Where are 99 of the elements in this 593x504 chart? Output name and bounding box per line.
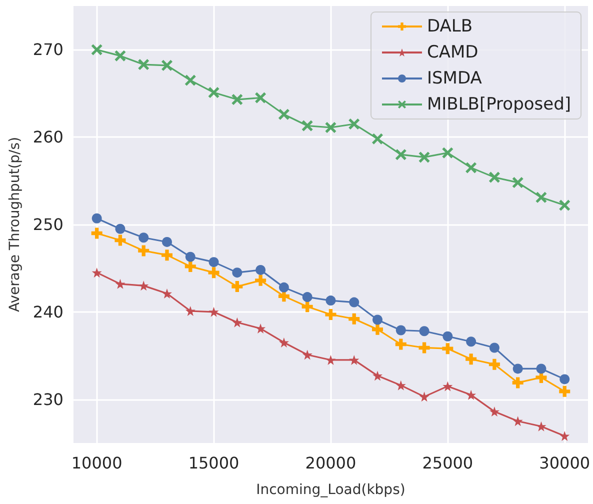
point [536, 421, 546, 432]
point [115, 224, 126, 234]
point [91, 44, 102, 56]
legend-label: MIBLB[Proposed] [426, 94, 572, 114]
point [442, 147, 454, 158]
point [184, 260, 196, 272]
point [395, 338, 406, 350]
point [232, 268, 242, 278]
point [536, 372, 547, 383]
point [302, 292, 312, 302]
point [208, 257, 219, 268]
point [348, 118, 360, 130]
point [185, 306, 196, 316]
point [512, 177, 524, 188]
point [115, 278, 126, 289]
point [372, 133, 383, 144]
point [489, 342, 500, 353]
point [255, 92, 266, 104]
point [185, 252, 196, 262]
point [325, 309, 336, 320]
point [442, 381, 453, 392]
x-tick-label: 10000 [71, 454, 122, 472]
point [92, 213, 102, 224]
point [489, 406, 500, 417]
point [256, 324, 266, 334]
point [349, 354, 360, 365]
point [114, 50, 126, 62]
x-tick-label: 25000 [422, 454, 474, 472]
point [466, 336, 476, 347]
point [536, 364, 546, 374]
point [372, 370, 382, 381]
point [396, 325, 406, 336]
point [372, 314, 382, 325]
point [208, 267, 220, 278]
point [512, 416, 523, 426]
legend-label: ISMDA [426, 68, 482, 88]
point [114, 234, 126, 246]
point [278, 282, 289, 292]
point [162, 236, 172, 247]
point [466, 354, 477, 365]
point [302, 301, 313, 312]
x-tick-label: 20000 [305, 454, 356, 472]
point [278, 337, 289, 348]
point [138, 232, 149, 243]
y-tick-label: 260 [32, 128, 64, 147]
point [232, 317, 242, 328]
point [560, 374, 570, 384]
y-tick-label: 240 [32, 302, 64, 322]
y-tick-label: 230 [32, 390, 64, 409]
point [466, 162, 477, 174]
point [326, 296, 336, 306]
y-tick-label: 250 [32, 215, 64, 234]
y-axis-title: Average Throughput(p/s) [7, 136, 23, 312]
point [372, 324, 383, 335]
point [138, 280, 149, 291]
point [325, 122, 336, 133]
point [512, 364, 523, 374]
point [512, 377, 524, 388]
x-tick-label: 30000 [539, 454, 590, 472]
point [92, 268, 102, 278]
point [302, 120, 313, 132]
x-axis-title: Incoming_Load(kbps) [256, 482, 406, 498]
point [559, 386, 570, 397]
point [442, 331, 453, 342]
point [442, 343, 454, 354]
point [488, 172, 500, 183]
point [418, 152, 430, 163]
point [232, 281, 243, 292]
point [419, 392, 430, 402]
point [536, 192, 547, 203]
point [302, 350, 312, 360]
point [208, 306, 219, 317]
point [138, 245, 150, 256]
point [488, 358, 500, 370]
point [161, 60, 172, 71]
point [349, 297, 360, 308]
point [162, 288, 172, 299]
point [91, 228, 102, 239]
point [255, 274, 266, 286]
point [395, 149, 406, 160]
point [278, 108, 290, 120]
point [256, 264, 266, 275]
x-tick-label: 15000 [188, 454, 240, 472]
legend-label: DALB [426, 16, 473, 36]
point [348, 313, 360, 324]
point [232, 94, 243, 106]
point [560, 431, 570, 442]
point [419, 326, 430, 336]
point [418, 342, 430, 354]
legend-label: CAMD [426, 42, 478, 62]
point [466, 390, 476, 400]
point [138, 59, 150, 70]
point [208, 87, 220, 98]
point [161, 250, 172, 261]
point [184, 74, 196, 86]
point [559, 200, 570, 211]
y-tick-label: 270 [32, 40, 64, 60]
point [326, 354, 336, 365]
point [396, 380, 406, 390]
